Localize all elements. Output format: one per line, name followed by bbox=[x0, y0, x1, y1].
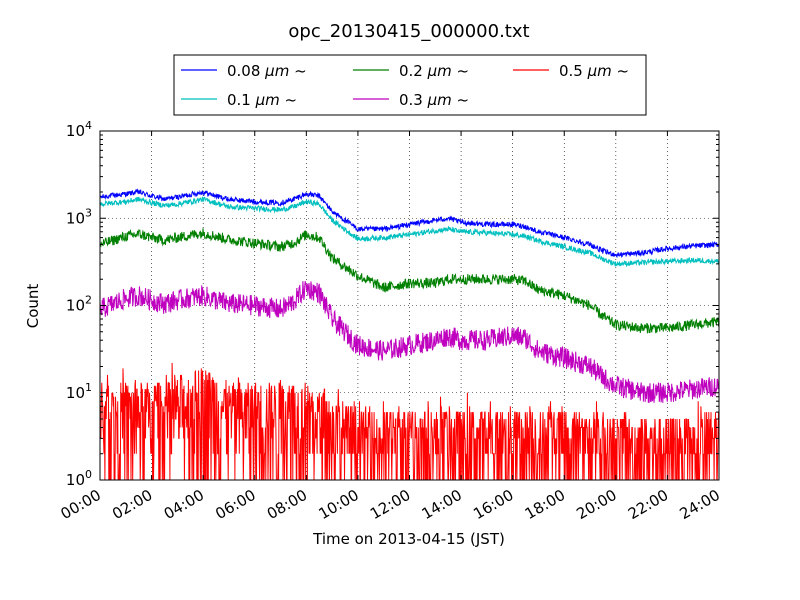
x-tick-label: 02:00 bbox=[109, 486, 155, 523]
x-tick-label: 00:00 bbox=[58, 486, 104, 523]
y-tick-label: 102 bbox=[66, 294, 92, 315]
legend-label: 0.08 μm ~ bbox=[227, 62, 307, 80]
y-tick-label: 103 bbox=[66, 206, 92, 227]
x-tick-label: 18:00 bbox=[522, 486, 568, 523]
series-line-0_08 bbox=[100, 188, 719, 259]
chart-title: opc_20130415_000000.txt bbox=[288, 21, 529, 42]
x-tick-label: 08:00 bbox=[264, 486, 310, 523]
x-tick-labels: 00:00 02:00 04:00 06:00 08:00 10:00 12:00 14:00… bbox=[58, 486, 723, 523]
legend: 0.08 μm ~ 0.1 μm ~ 0.2 μm ~ 0.3 μm ~ 0.5 μm … bbox=[173, 54, 647, 116]
x-tick-label: 16:00 bbox=[470, 486, 516, 523]
legend-label: 0.2 μm ~ bbox=[399, 62, 469, 80]
legend-label: 0.5 μm ~ bbox=[559, 62, 629, 80]
x-tick-label: 10:00 bbox=[315, 486, 361, 523]
series-line-0_1 bbox=[100, 196, 719, 268]
legend-box bbox=[173, 54, 647, 116]
series-line-0_3 bbox=[100, 281, 719, 403]
y-tick-labels: 100 101 102 103 104 bbox=[66, 119, 92, 489]
legend-label: 0.1 μm ~ bbox=[227, 91, 297, 109]
y-tick-label: 100 bbox=[66, 468, 92, 489]
x-tick-label: 22:00 bbox=[625, 486, 671, 523]
series-line-0_5 bbox=[100, 362, 719, 480]
x-tick-label: 12:00 bbox=[367, 486, 413, 523]
series-line-0_2 bbox=[100, 228, 719, 334]
y-axis-label: Count bbox=[24, 284, 42, 329]
x-tick-label: 14:00 bbox=[419, 486, 465, 523]
x-tick-label: 24:00 bbox=[677, 486, 723, 523]
x-tick-label: 20:00 bbox=[573, 486, 619, 523]
x-tick-label: 06:00 bbox=[212, 486, 258, 523]
x-axis-label: Time on 2013-04-15 (JST) bbox=[312, 530, 505, 548]
y-tick-label: 101 bbox=[66, 381, 92, 402]
x-tick-label: 04:00 bbox=[161, 486, 207, 523]
y-tick-label: 104 bbox=[66, 119, 92, 140]
ticks bbox=[99, 130, 720, 481]
series-layer bbox=[100, 188, 719, 480]
legend-label: 0.3 μm ~ bbox=[399, 91, 469, 109]
